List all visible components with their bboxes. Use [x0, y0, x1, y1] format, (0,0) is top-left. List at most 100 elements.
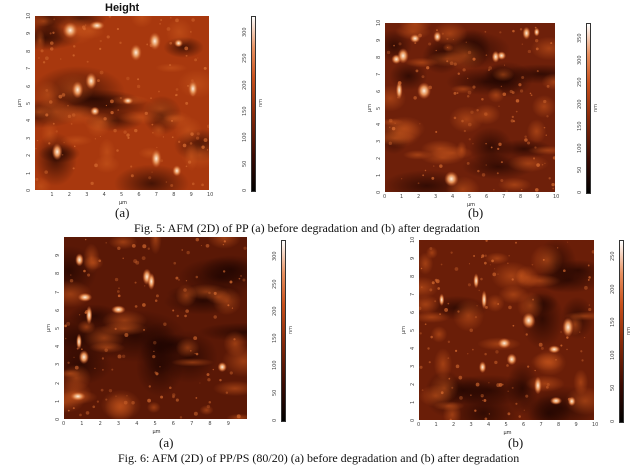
y-tick-label: 0: [26, 188, 32, 192]
y-tick-label: 8: [410, 274, 416, 278]
y-tick-label: 6: [26, 84, 32, 88]
y-tick-label: 2: [376, 156, 382, 160]
y-tick-label: 4: [26, 118, 32, 122]
afm-height-image-fig5-b: [385, 23, 555, 192]
x-tick-label: 5: [153, 421, 157, 427]
y-tick-label: 1: [376, 173, 382, 177]
panel-label: (b): [508, 435, 524, 450]
x-tick-label: 8: [519, 194, 523, 200]
colorbar-tick-label: 50: [272, 389, 278, 396]
y-tick-label: 9: [376, 38, 382, 42]
y-tick-label: 2: [55, 381, 61, 385]
y-tick-label: 4: [55, 344, 61, 348]
y-tick-label: 7: [55, 290, 61, 294]
x-tick-label: 2: [417, 194, 421, 200]
x-tick-label: 1: [80, 421, 84, 427]
colorbar-tick-label: 50: [242, 160, 248, 167]
x-tick-label: 8: [557, 422, 561, 428]
y-tick-label: 0: [410, 418, 416, 422]
y-tick-label: 6: [410, 310, 416, 314]
y-tick-label: 5: [55, 326, 61, 330]
colorbar-tick-label: 0: [577, 190, 583, 194]
colorbar-tick-label: 100: [242, 132, 248, 143]
colorbar-tick-label: 250: [577, 77, 583, 88]
y-tick-label: 2: [410, 382, 416, 386]
fig6-caption: Fig. 6: AFM (2D) of PP/PS (80/20) (a) be…: [118, 451, 520, 465]
x-tick-label: 6: [522, 422, 526, 428]
x-axis-label: µm: [467, 202, 476, 208]
colorbar-tick-label: 100: [577, 143, 583, 153]
colorbar-tick-label: 250: [272, 278, 278, 289]
x-tick-label: 9: [189, 192, 193, 198]
fig5-caption: Fig. 5: AFM (2D) of PP (a) before degrad…: [134, 221, 480, 235]
colorbar-tick-label: 50: [577, 166, 583, 174]
y-axis-label: µm: [46, 323, 52, 333]
y-tick-label: 4: [410, 346, 416, 350]
colorbar-tick-label: 200: [577, 99, 583, 109]
afm-height-image-fig5-a: [35, 16, 209, 190]
y-tick-label: 5: [26, 101, 32, 105]
colorbar-tick-label: 0: [610, 419, 616, 423]
colorbar-tick-label: 300: [577, 55, 583, 66]
colorbar-tick-label: 300: [242, 27, 248, 37]
y-tick-label: 3: [376, 139, 382, 143]
y-tick-label: 7: [410, 292, 416, 296]
y-tick-label: 7: [26, 66, 32, 70]
x-tick-label: 6: [485, 194, 489, 200]
x-tick-label: 2: [452, 422, 456, 428]
x-tick-label: 1: [400, 194, 404, 200]
height-colorbar: [619, 240, 624, 423]
y-tick-label: 8: [26, 49, 32, 53]
y-tick-label: 10: [410, 236, 416, 244]
colorbar-tick-label: 100: [610, 350, 616, 360]
x-tick-label: 10: [207, 192, 214, 198]
y-tick-label: 9: [55, 253, 61, 257]
afm-height-image-fig6-b: [419, 240, 594, 420]
y-tick-label: 1: [55, 399, 61, 403]
x-tick-label: 10: [592, 422, 599, 428]
y-tick-label: 7: [376, 72, 382, 76]
colorbar-tick-label: 200: [242, 79, 248, 90]
colorbar-tick-label: 50: [610, 384, 616, 392]
colorbar-tick-label: 200: [272, 306, 278, 316]
x-tick-label: 3: [85, 192, 89, 198]
colorbar-tick-label: 300: [272, 251, 278, 262]
x-tick-label: 5: [504, 422, 508, 428]
x-tick-label: 5: [120, 192, 124, 198]
colorbar-unit-label: nm: [593, 103, 599, 112]
x-tick-label: 7: [190, 421, 194, 427]
colorbar-tick-label: 150: [610, 317, 616, 328]
x-tick-label: 10: [553, 194, 560, 200]
x-tick-label: 8: [208, 421, 212, 427]
colorbar-tick-label: 150: [577, 121, 583, 131]
colorbar-unit-label: nm: [258, 98, 264, 108]
panel-label: (a): [159, 435, 174, 450]
y-tick-label: 3: [26, 136, 32, 140]
x-tick-label: 4: [451, 194, 455, 200]
height-colorbar: [251, 16, 256, 192]
colorbar-tick-label: 150: [272, 333, 278, 343]
y-tick-label: 10: [376, 19, 382, 27]
x-tick-label: 4: [102, 192, 106, 198]
panel-label: (a): [115, 205, 130, 220]
x-tick-label: 5: [468, 194, 472, 200]
y-tick-label: 6: [55, 308, 61, 312]
x-tick-label: 4: [487, 422, 491, 428]
y-axis-label: µm: [17, 98, 23, 108]
x-tick-label: 7: [154, 192, 158, 198]
colorbar-tick-label: 150: [242, 106, 248, 116]
y-tick-label: 8: [55, 271, 61, 275]
x-tick-label: 3: [469, 422, 473, 428]
y-tick-label: 3: [410, 364, 416, 368]
x-tick-label: 7: [539, 422, 543, 428]
colorbar-unit-label: nm: [288, 325, 294, 335]
colorbar-tick-label: 350: [577, 33, 583, 44]
colorbar-tick-label: 0: [272, 418, 278, 422]
y-tick-label: 0: [55, 417, 61, 421]
x-tick-label: 2: [98, 421, 102, 427]
colorbar-tick-label: 100: [272, 360, 278, 371]
y-tick-label: 4: [376, 122, 382, 126]
colorbar-tick-label: 200: [610, 284, 616, 295]
x-tick-label: 8: [172, 192, 176, 198]
y-tick-label: 0: [376, 190, 382, 194]
